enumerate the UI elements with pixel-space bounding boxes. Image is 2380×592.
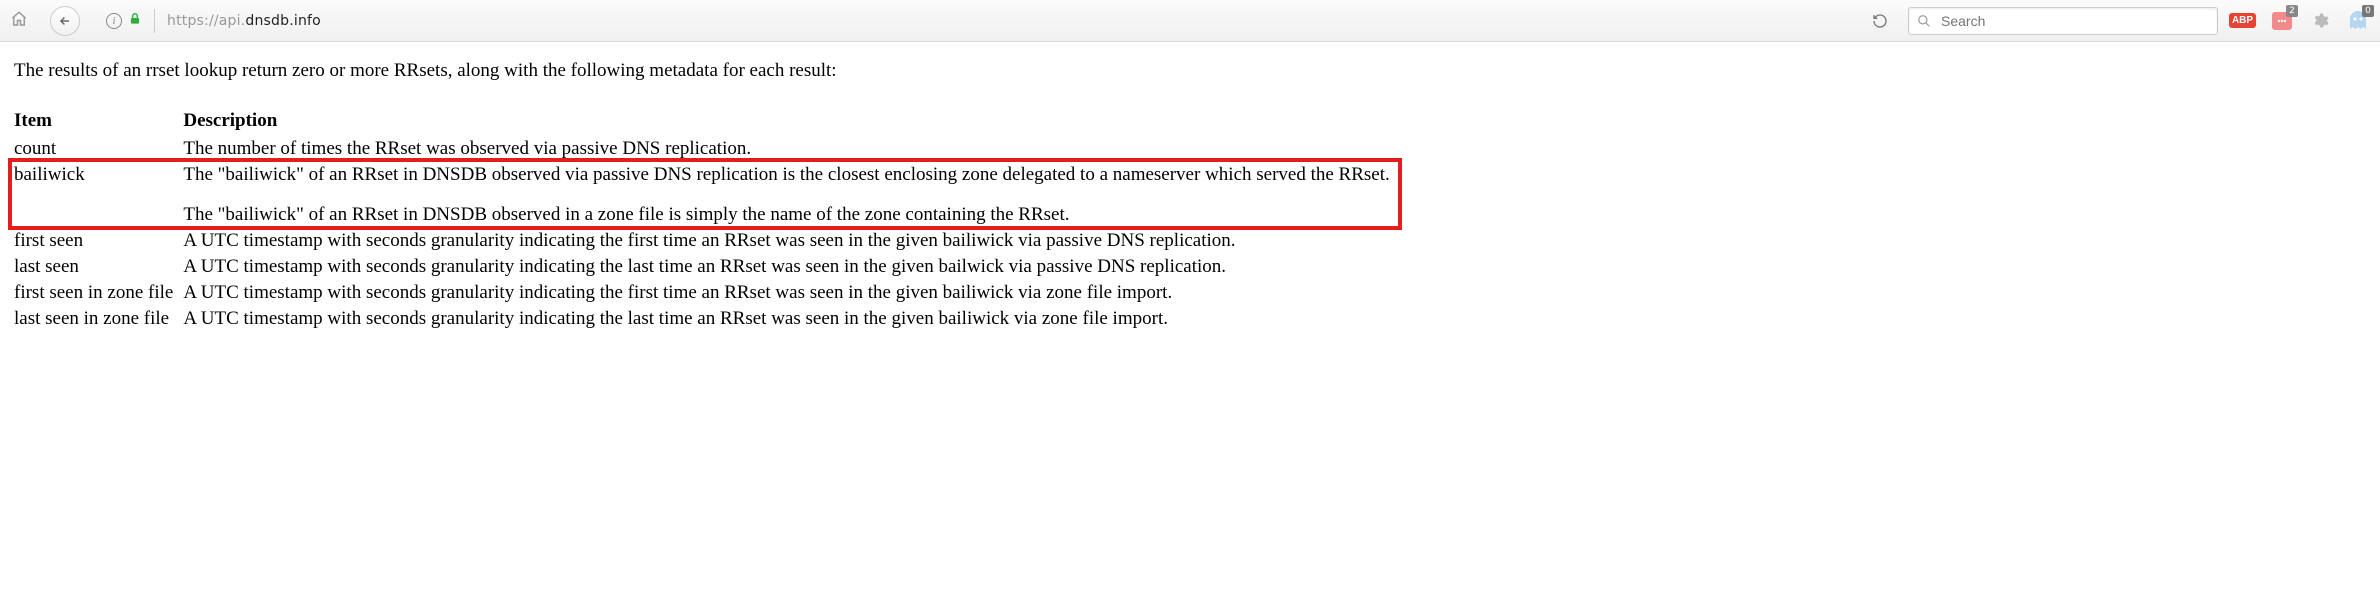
col-description: Description [183, 110, 1399, 136]
page-content: The results of an rrset lookup return ze… [0, 42, 2380, 356]
search-icon [1917, 14, 1931, 28]
intro-text: The results of an rrset lookup return ze… [14, 60, 2366, 82]
table-row: count The number of times the RRset was … [14, 136, 1400, 162]
table-row: first seen A UTC timestamp with seconds … [14, 228, 1400, 254]
table-row-highlighted: bailiwick The "bailiwick" of an RRset in… [14, 162, 1400, 228]
url-domain: dnsdb.info [245, 13, 321, 29]
divider [154, 9, 155, 33]
table-row: last seen A UTC timestamp with seconds g… [14, 254, 1400, 280]
abp-extension-icon[interactable]: ABP [2232, 9, 2256, 33]
item-cell: last seen in zone file [14, 306, 183, 332]
desc-cell: A UTC timestamp with seconds granularity… [183, 306, 1399, 332]
url-prefix: https://api. [167, 13, 245, 29]
metadata-table: Item Description count The number of tim… [14, 110, 1400, 332]
back-button[interactable] [50, 6, 80, 36]
item-cell: first seen [14, 228, 183, 254]
desc-cell: A UTC timestamp with seconds granularity… [183, 228, 1399, 254]
desc-paragraph: The "bailiwick" of an RRset in DNSDB obs… [183, 204, 1389, 226]
table-header-row: Item Description [14, 110, 1400, 136]
abp-label: ABP [2229, 13, 2256, 28]
address-bar[interactable]: i https://api.dnsdb.info [106, 9, 321, 33]
ghostery-badge: 0 [2362, 5, 2374, 17]
desc-cell: A UTC timestamp with seconds granularity… [183, 254, 1399, 280]
lock-icon [128, 12, 142, 30]
url-display[interactable]: https://api.dnsdb.info [167, 13, 321, 29]
reload-button[interactable] [1870, 11, 1890, 31]
pocket-badge: 2 [2286, 5, 2298, 17]
search-input[interactable] [1939, 12, 2209, 30]
item-cell: first seen in zone file [14, 280, 183, 306]
page-info-icon[interactable]: i [106, 13, 122, 29]
item-cell: count [14, 136, 183, 162]
col-item: Item [14, 110, 183, 136]
table-row: last seen in zone file A UTC timestamp w… [14, 306, 1400, 332]
desc-paragraph: The "bailiwick" of an RRset in DNSDB obs… [183, 164, 1389, 186]
ghostery-extension-icon[interactable]: 0 [2346, 9, 2370, 33]
home-icon[interactable] [10, 10, 28, 32]
item-cell: bailiwick [14, 162, 183, 228]
item-cell: last seen [14, 254, 183, 280]
desc-cell: The "bailiwick" of an RRset in DNSDB obs… [183, 162, 1399, 228]
browser-toolbar: i https://api.dnsdb.info ABP 2 0 [0, 0, 2380, 42]
gear-icon[interactable] [2308, 9, 2332, 33]
search-box[interactable] [1908, 7, 2218, 35]
desc-cell: The number of times the RRset was observ… [183, 136, 1399, 162]
pocket-extension-icon[interactable]: 2 [2270, 9, 2294, 33]
desc-cell: A UTC timestamp with seconds granularity… [183, 280, 1399, 306]
table-row: first seen in zone file A UTC timestamp … [14, 280, 1400, 306]
table-container: Item Description count The number of tim… [14, 110, 2366, 332]
